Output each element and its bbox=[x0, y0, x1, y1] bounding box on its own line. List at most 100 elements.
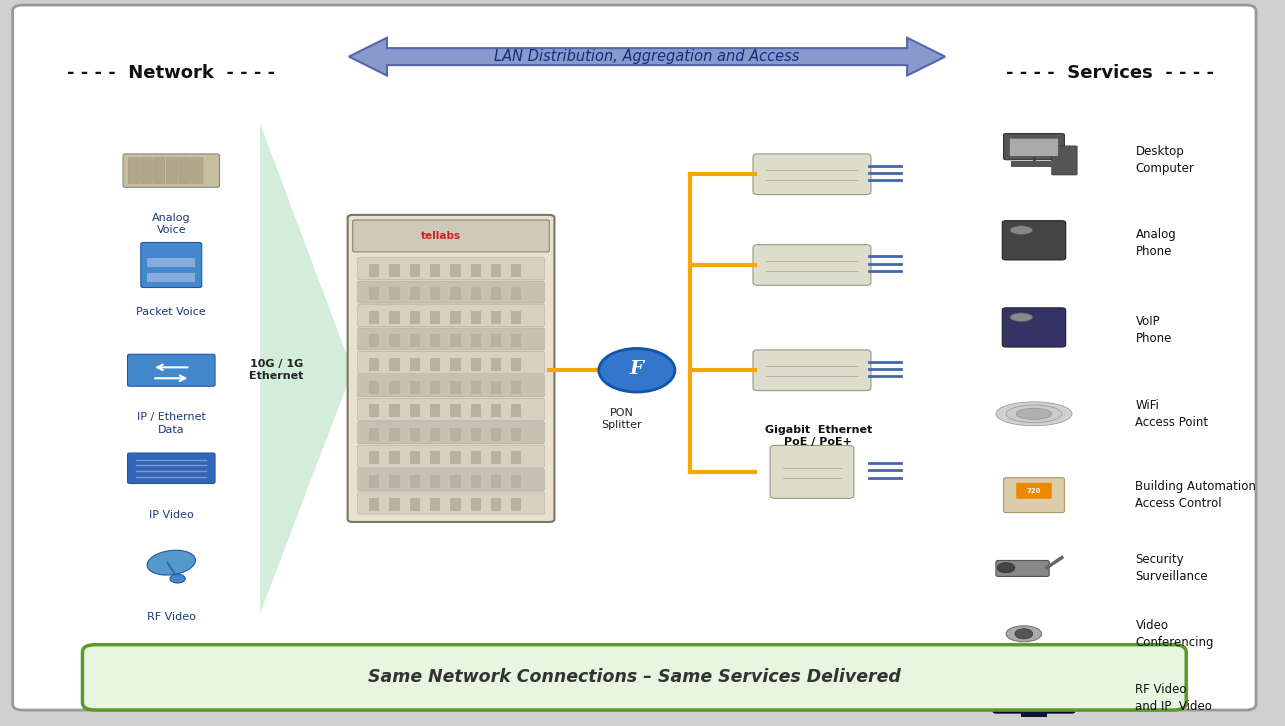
Bar bbox=[430, 404, 441, 417]
Bar bbox=[470, 475, 481, 488]
FancyBboxPatch shape bbox=[357, 375, 545, 397]
Bar bbox=[491, 381, 501, 394]
Bar bbox=[389, 498, 400, 511]
Bar bbox=[410, 311, 420, 324]
Bar bbox=[369, 404, 379, 417]
Bar bbox=[430, 498, 441, 511]
Bar bbox=[511, 358, 522, 370]
Ellipse shape bbox=[996, 402, 1072, 425]
FancyBboxPatch shape bbox=[753, 154, 871, 195]
Bar bbox=[410, 358, 420, 370]
Text: IP Video: IP Video bbox=[149, 510, 194, 521]
FancyBboxPatch shape bbox=[357, 351, 545, 373]
FancyBboxPatch shape bbox=[993, 682, 1074, 713]
FancyBboxPatch shape bbox=[753, 350, 871, 391]
Bar bbox=[450, 475, 460, 488]
Bar bbox=[491, 404, 501, 417]
Bar bbox=[470, 452, 481, 464]
Bar bbox=[511, 428, 522, 441]
Bar bbox=[491, 358, 501, 370]
Text: - - - -  Network  - - - -: - - - - Network - - - - bbox=[67, 64, 275, 81]
Text: PON
Splitter: PON Splitter bbox=[601, 408, 642, 431]
Bar bbox=[410, 287, 420, 301]
Bar bbox=[511, 452, 522, 464]
Bar bbox=[470, 358, 481, 370]
Circle shape bbox=[599, 348, 675, 392]
FancyBboxPatch shape bbox=[1004, 478, 1064, 513]
Bar bbox=[369, 311, 379, 324]
Bar bbox=[389, 287, 400, 301]
Ellipse shape bbox=[1016, 408, 1051, 420]
Bar bbox=[410, 264, 420, 277]
Bar bbox=[511, 381, 522, 394]
Text: Analog
Voice: Analog Voice bbox=[152, 213, 190, 235]
Bar bbox=[470, 264, 481, 277]
Bar bbox=[369, 452, 379, 464]
Text: RF Video
and IP  Video: RF Video and IP Video bbox=[1136, 683, 1212, 714]
Bar bbox=[369, 287, 379, 301]
Bar bbox=[430, 428, 441, 441]
Bar bbox=[470, 334, 481, 347]
Text: VoIP
Phone: VoIP Phone bbox=[1136, 315, 1172, 346]
FancyBboxPatch shape bbox=[123, 154, 220, 187]
Bar bbox=[470, 428, 481, 441]
FancyBboxPatch shape bbox=[357, 492, 545, 514]
Text: Gigabit  Ethernet
PoE / PoE+: Gigabit Ethernet PoE / PoE+ bbox=[765, 425, 873, 447]
FancyBboxPatch shape bbox=[348, 215, 554, 522]
FancyBboxPatch shape bbox=[1002, 221, 1065, 260]
FancyBboxPatch shape bbox=[13, 5, 1255, 710]
Bar bbox=[1022, 710, 1047, 717]
Bar bbox=[511, 311, 522, 324]
Bar bbox=[511, 264, 522, 277]
Text: Analog
Phone: Analog Phone bbox=[1136, 228, 1176, 258]
FancyBboxPatch shape bbox=[127, 354, 215, 386]
Text: RF Video: RF Video bbox=[146, 612, 195, 622]
Bar bbox=[389, 358, 400, 370]
Text: IP / Ethernet
Data: IP / Ethernet Data bbox=[136, 412, 206, 435]
FancyBboxPatch shape bbox=[357, 445, 545, 467]
FancyBboxPatch shape bbox=[166, 158, 177, 184]
FancyBboxPatch shape bbox=[141, 158, 152, 184]
Bar bbox=[511, 475, 522, 488]
Bar bbox=[430, 452, 441, 464]
FancyBboxPatch shape bbox=[1004, 134, 1064, 160]
Bar bbox=[369, 498, 379, 511]
Bar bbox=[430, 381, 441, 394]
Polygon shape bbox=[350, 38, 946, 76]
Bar bbox=[430, 311, 441, 324]
Bar bbox=[450, 428, 460, 441]
FancyBboxPatch shape bbox=[1002, 308, 1065, 347]
Bar bbox=[511, 498, 522, 511]
Bar bbox=[389, 381, 400, 394]
Bar bbox=[430, 287, 441, 301]
FancyBboxPatch shape bbox=[128, 158, 140, 184]
Text: F: F bbox=[630, 360, 644, 378]
Bar bbox=[491, 334, 501, 347]
Ellipse shape bbox=[1010, 226, 1033, 234]
FancyBboxPatch shape bbox=[357, 281, 545, 303]
Text: LAN Distribution, Aggregation and Access: LAN Distribution, Aggregation and Access bbox=[495, 49, 799, 64]
FancyBboxPatch shape bbox=[357, 328, 545, 350]
Circle shape bbox=[1015, 629, 1033, 639]
Bar bbox=[1011, 161, 1056, 167]
Bar bbox=[430, 358, 441, 370]
Bar bbox=[450, 381, 460, 394]
FancyBboxPatch shape bbox=[357, 468, 545, 491]
Circle shape bbox=[997, 563, 1015, 573]
Ellipse shape bbox=[1010, 313, 1033, 322]
Bar bbox=[389, 475, 400, 488]
Text: Same Network Connections – Same Services Delivered: Same Network Connections – Same Services… bbox=[368, 669, 901, 686]
Bar bbox=[410, 475, 420, 488]
Bar bbox=[450, 264, 460, 277]
Bar bbox=[470, 404, 481, 417]
Bar bbox=[369, 358, 379, 370]
FancyBboxPatch shape bbox=[770, 445, 853, 498]
Bar bbox=[450, 404, 460, 417]
Bar bbox=[369, 475, 379, 488]
FancyBboxPatch shape bbox=[191, 158, 203, 184]
Bar bbox=[450, 498, 460, 511]
Text: Desktop
Computer: Desktop Computer bbox=[1136, 144, 1194, 175]
Bar bbox=[450, 287, 460, 301]
FancyBboxPatch shape bbox=[357, 304, 545, 327]
Bar bbox=[369, 428, 379, 441]
